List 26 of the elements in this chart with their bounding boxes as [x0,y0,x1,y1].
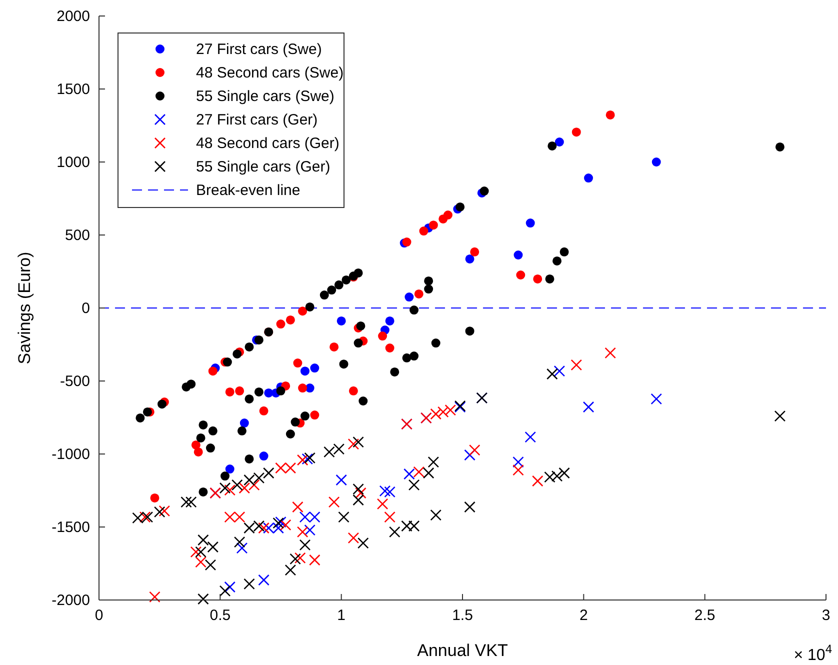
y-tick-label: -1500 [52,519,90,536]
legend-label: 27 First cars (Ger) [196,112,318,128]
x-tick-label: 0.5 [210,607,231,624]
legend-label: 55 Single cars (Ger) [196,158,330,176]
x-tick-label: 2.5 [694,607,716,624]
x-axis-title: Annual VKT [417,641,508,660]
x-tick-label: 1.5 [452,607,473,624]
legend-label: 27 First cars (Swe) [196,41,322,58]
y-tick-label: 1000 [56,154,90,171]
y-axis-title: Savings (Euro) [15,252,34,364]
y-tick-label: 2000 [56,8,90,25]
y-tick-label: -500 [60,373,90,390]
y-tick-label: -2000 [52,592,90,609]
legend-label: Break-even line [196,182,300,199]
x-tick-label: 0 [94,607,104,624]
y-tick-label: -1000 [52,446,90,463]
y-tick-label: 0 [82,300,90,317]
y-tick-label: 1500 [56,81,90,98]
y-tick-label: 500 [64,227,90,244]
legend-label: 55 Single cars (Swe) [196,88,334,105]
text: × 10$^{4}$ [794,642,832,664]
x-tick-label: 3 [822,607,830,624]
legend-label: 48 Second cars (Swe) [196,64,344,82]
x-tick-label: 1 [337,607,346,624]
legend-label: 48 Second cars (Ger) [196,135,340,152]
x-tick-label: 2 [579,607,588,624]
